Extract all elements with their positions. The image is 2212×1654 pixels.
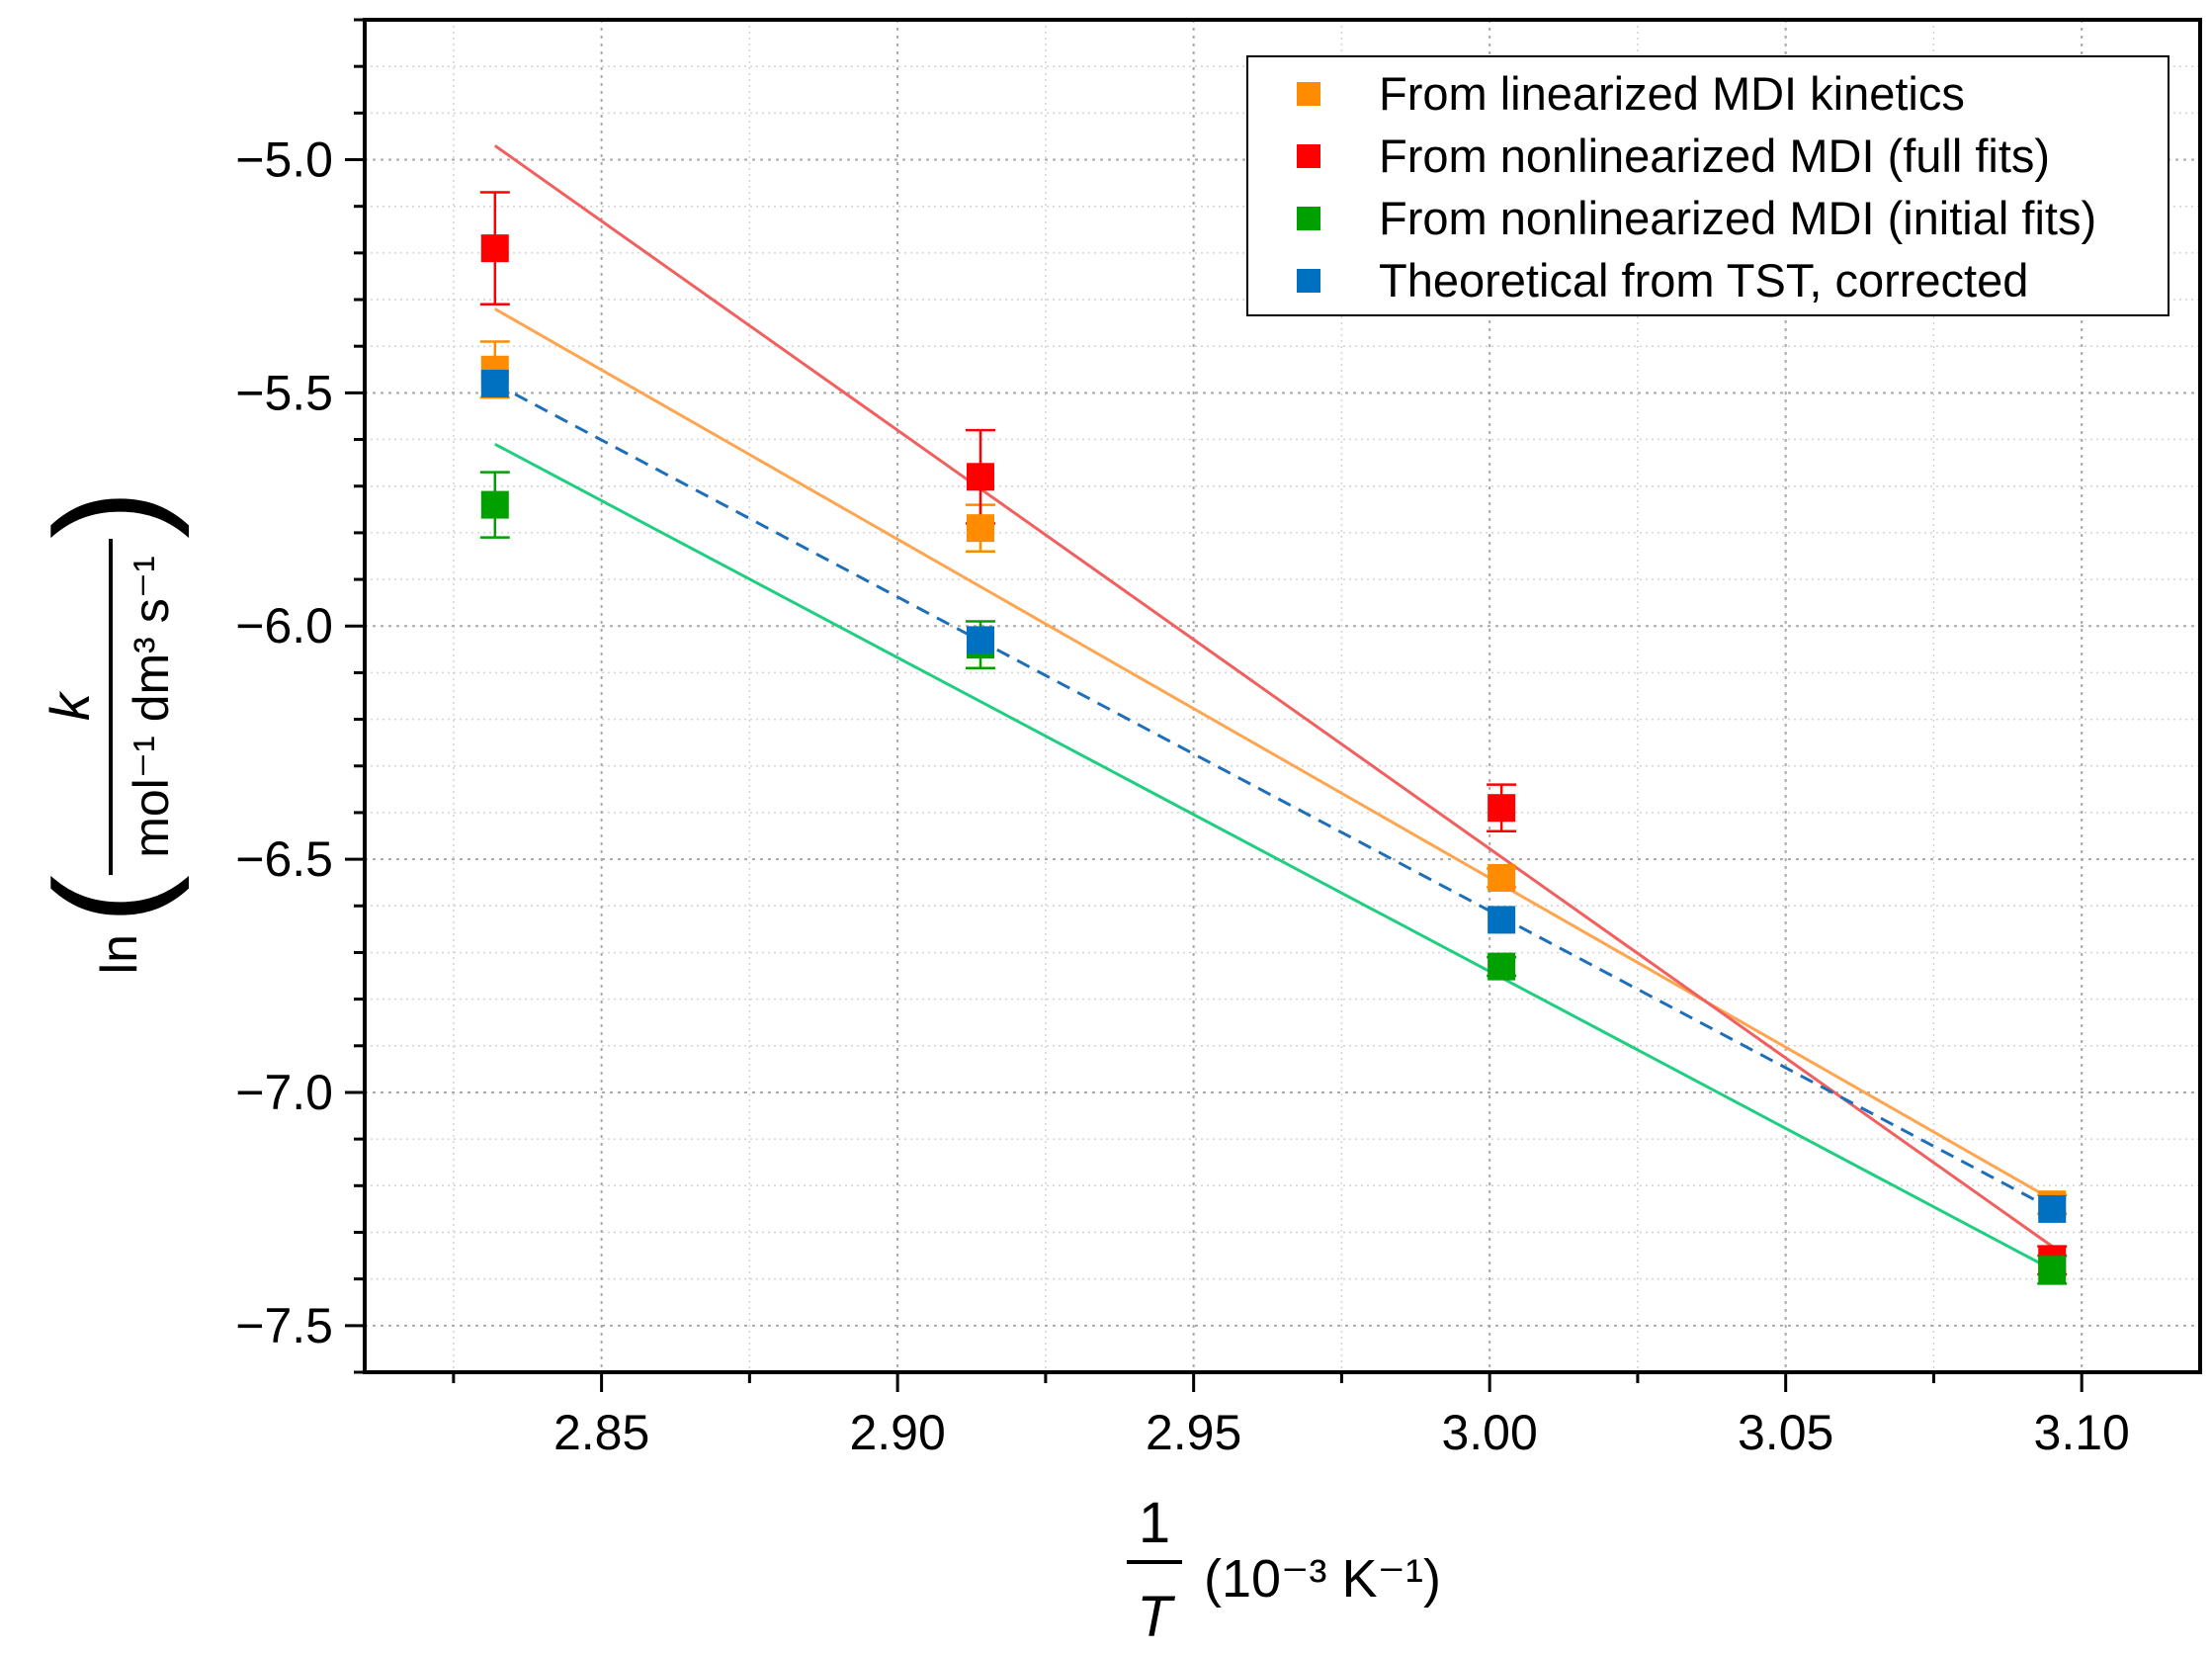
x-tick-label: 2.90 [849,1405,945,1460]
data-point [2038,1194,2067,1223]
x-tick-label: 2.85 [553,1405,649,1460]
y-tick-label: −6.0 [235,598,333,653]
data-point [1488,906,1516,934]
data-point [966,626,994,654]
data-markers [480,234,2067,1284]
y-axis-title-right-paren: ) [24,489,190,539]
fit-line [493,144,2054,1248]
data-point [480,490,509,519]
legend-label: From nonlinearized MDI (full fits) [1379,130,2050,182]
y-tick-label: −7.5 [235,1298,333,1353]
data-point [1488,794,1516,823]
legend-marker [1297,82,1320,106]
x-axis-title-denominator: T [1137,1585,1175,1649]
data-point [480,234,509,263]
fit-line [494,307,2053,1201]
y-tick-label: −5.0 [235,132,333,188]
legend-label: From linearized MDI kinetics [1379,67,1965,120]
x-axis-title-units: (10⁻³ K⁻¹) [1204,1549,1441,1609]
y-axis-title-numerator: k [39,690,101,721]
fit-line [494,442,2053,1271]
fit-line [494,382,2053,1211]
data-point [966,463,994,491]
y-axis-title-ln: ln [91,934,148,974]
data-point [1488,863,1516,892]
legend-box [1246,55,2169,316]
y-axis-title-left-paren: ( [24,875,190,924]
x-tick-label: 3.00 [1441,1405,1537,1460]
y-tick-label: −6.5 [235,831,333,887]
data-point [1488,952,1516,981]
fit-lines [493,144,2054,1271]
legend-label: Theoretical from TST, corrected [1379,254,2028,306]
legend: From linearized MDI kinetics From nonline… [1246,55,2169,316]
y-tick-label: −7.0 [235,1065,333,1120]
legend-label: From nonlinearized MDI (initial fits) [1379,192,2096,244]
x-axis-title-numerator: 1 [1139,1491,1170,1555]
plot-frame [363,18,2202,1374]
x-axis: 2.85 2.90 2.95 3.00 3.05 3.10 [452,1372,2130,1460]
y-axis-title: ln ( k mol⁻¹ dm³ s⁻¹ ) [24,489,190,974]
data-point [966,514,994,543]
legend-marker [1297,144,1320,168]
x-tick-label: 2.95 [1146,1405,1241,1460]
y-axis-title-denominator: mol⁻¹ dm³ s⁻¹ [124,556,179,858]
legend-marker [1297,269,1320,293]
y-axis: −5.0 −5.5 −6.0 −6.5 −7.0 −7.5 [235,18,365,1374]
data-point [480,369,509,397]
legend-marker [1297,207,1320,230]
data-point [2038,1256,2067,1284]
x-tick-label: 3.05 [1738,1405,1833,1460]
x-tick-label: 3.10 [2034,1405,2130,1460]
x-axis-title: 1 T (10⁻³ K⁻¹) [1127,1491,1441,1649]
y-tick-label: −5.5 [235,365,333,420]
